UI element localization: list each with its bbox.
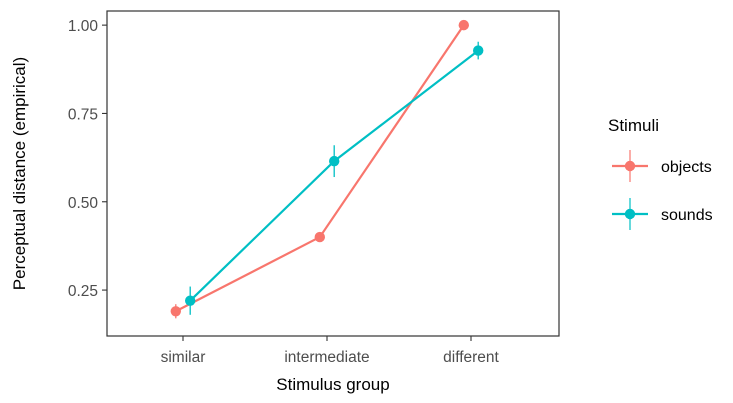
legend-title: Stimuli: [608, 116, 659, 135]
y-axis: 0.25 0.50 0.75 1.00: [68, 18, 107, 300]
x-axis-title: Stimulus group: [276, 375, 389, 394]
data-point: [458, 19, 469, 31]
legend: Stimuli objects sounds: [608, 116, 713, 230]
legend-item-objects: objects: [612, 150, 712, 182]
plot-panel: [106, 10, 560, 337]
y-axis-title: Perceptual distance (empirical): [10, 57, 29, 290]
x-tick-label: intermediate: [284, 349, 369, 366]
legend-label: objects: [661, 159, 712, 176]
y-tick-label: 0.25: [68, 283, 98, 300]
legend-item-sounds: sounds: [612, 198, 713, 230]
x-axis: similar intermediate different: [161, 336, 500, 366]
data-point: [170, 306, 181, 317]
legend-key-point: [624, 208, 636, 220]
legend-label: sounds: [661, 207, 713, 224]
legend-key-point: [624, 160, 636, 172]
data-point: [314, 231, 325, 243]
x-tick-label: similar: [161, 349, 206, 366]
y-tick-label: 0.75: [68, 106, 98, 123]
data-point: [473, 45, 484, 56]
series-layer: [170, 19, 484, 319]
y-tick-label: 1.00: [68, 18, 99, 35]
y-tick-label: 0.50: [68, 195, 99, 212]
series-sounds: [185, 41, 484, 315]
series-objects: [170, 19, 469, 319]
data-point: [185, 295, 196, 306]
x-tick-label: different: [443, 349, 499, 366]
data-point: [329, 155, 340, 167]
